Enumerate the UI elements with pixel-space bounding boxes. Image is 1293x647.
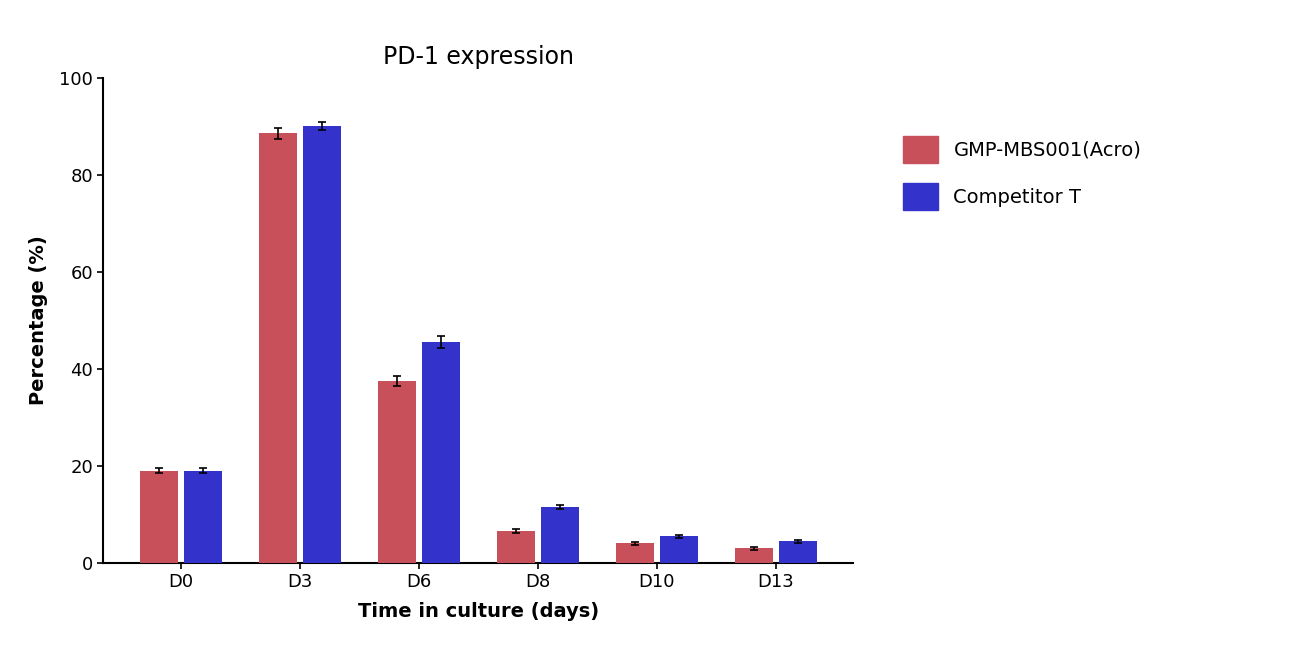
- Bar: [378, 381, 416, 563]
- Bar: [778, 541, 817, 563]
- Title: PD-1 expression: PD-1 expression: [383, 45, 574, 69]
- Bar: [303, 126, 341, 563]
- Bar: [615, 543, 654, 563]
- Bar: [140, 471, 178, 563]
- Legend: GMP-MBS001(Acro), Competitor T: GMP-MBS001(Acro), Competitor T: [893, 126, 1151, 220]
- Bar: [184, 471, 222, 563]
- X-axis label: Time in culture (days): Time in culture (days): [358, 602, 599, 621]
- Bar: [540, 507, 579, 563]
- Bar: [659, 536, 698, 563]
- Bar: [259, 133, 297, 563]
- Y-axis label: Percentage (%): Percentage (%): [28, 236, 48, 405]
- Bar: [497, 531, 535, 563]
- Bar: [422, 342, 460, 563]
- Bar: [734, 549, 773, 563]
